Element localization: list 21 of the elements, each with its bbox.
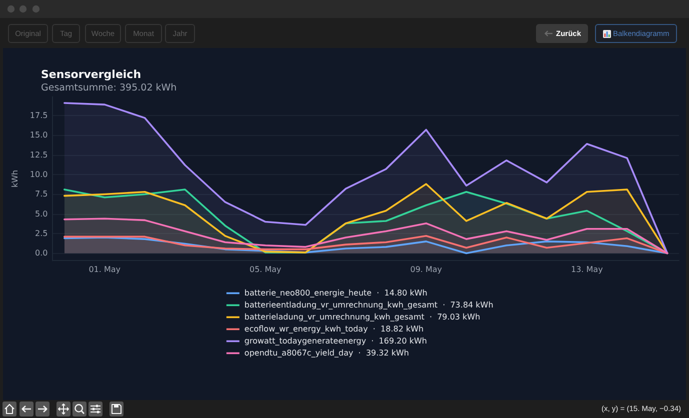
- y-tick-label: 0.0: [34, 248, 48, 258]
- y-tick-label: 7.5: [34, 190, 48, 199]
- y-tick-label: 12.5: [30, 150, 48, 160]
- chart-subtitle: Gesamtsumme: 395.02 kWh: [41, 82, 177, 94]
- y-axis-title: kWh: [10, 170, 20, 188]
- chart-title: Sensorvergleich: [41, 68, 142, 81]
- y-tick-label: 10.0: [30, 170, 48, 180]
- x-tick-label: 09. May: [410, 265, 442, 274]
- y-tick-label: 5.0: [34, 209, 48, 218]
- y-tick-label: 15.0: [30, 130, 48, 140]
- legend-label: growatt_todaygenerateenergy · 169.20 kWh: [244, 336, 427, 346]
- y-tick-label: 2.5: [34, 229, 48, 238]
- x-tick-label: 13. May: [570, 265, 604, 274]
- x-tick-label: 05. May: [249, 265, 282, 274]
- x-tick-label: 01. May: [88, 265, 121, 274]
- y-tick-label: 17.5: [30, 111, 48, 120]
- legend-label: batterieladung_vr_umrechnung_kwh_gesamt · 79.03 kWh: [244, 312, 480, 322]
- legend-label: batterie_neo800_energie_heute · 14.80 kWh: [244, 288, 428, 298]
- legend-label: ecoflow_wr_energy_kwh_today · 18.82 kWh: [244, 324, 424, 334]
- legend-label: batterieentladung_vr_umrechnung_kwh_gesamt · 73.84 kWh: [244, 300, 494, 310]
- legend-label: opendtu_a8067c_yield_day · 39.32 kWh: [244, 348, 409, 358]
